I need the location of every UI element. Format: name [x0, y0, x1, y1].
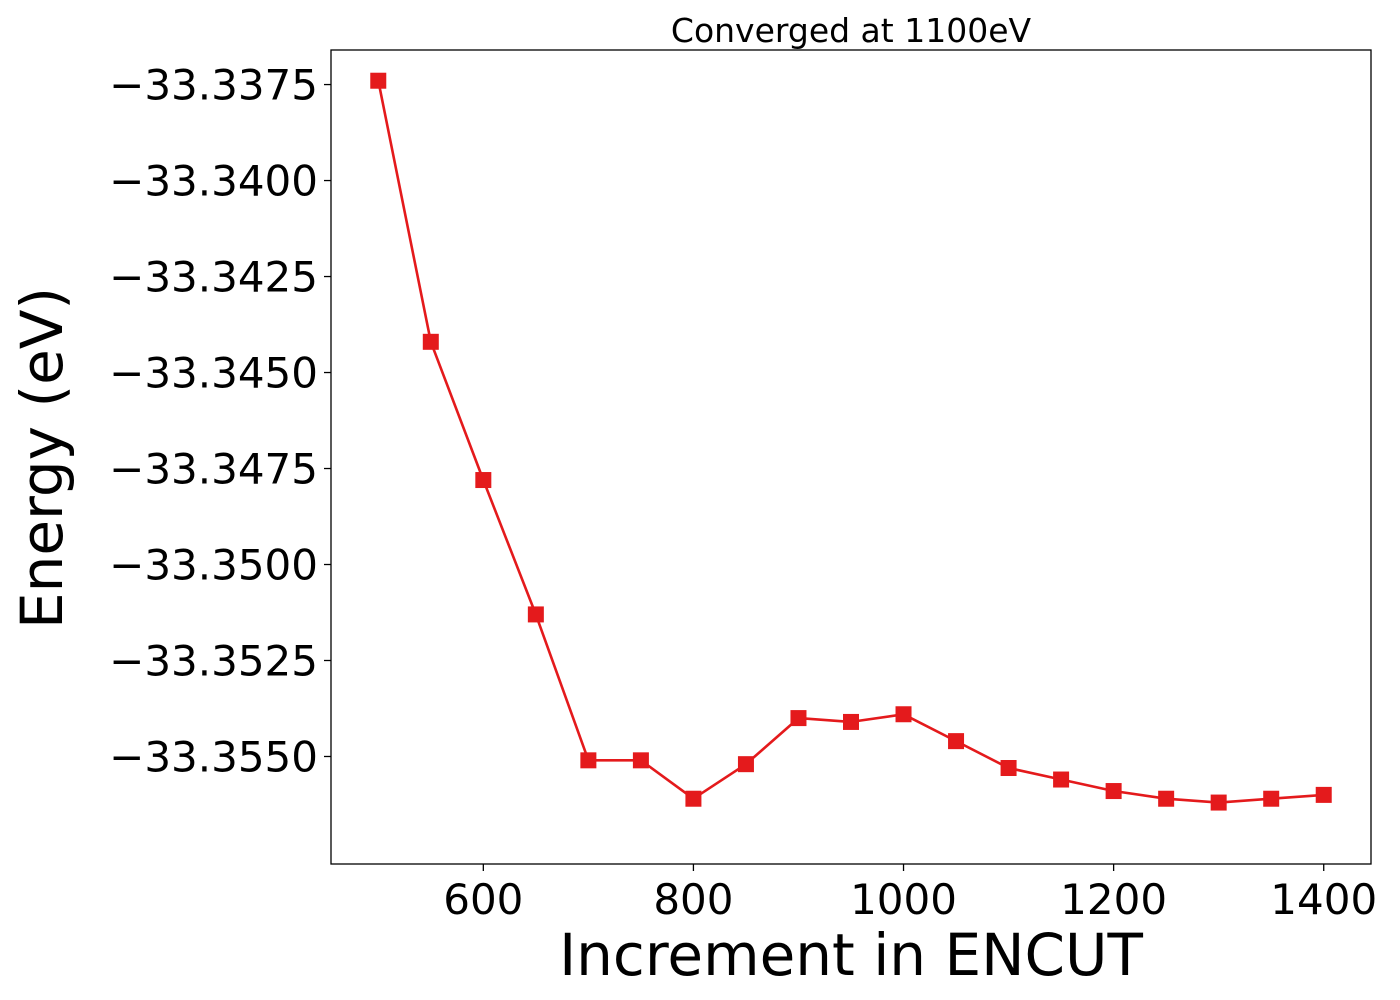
x-tick-label: 800: [653, 875, 733, 924]
y-tick-label: −33.3500: [109, 541, 318, 590]
data-point: [370, 72, 387, 89]
y-axis-label: Energy (eV): [8, 287, 76, 629]
data-point: [685, 790, 702, 807]
data-point: [948, 733, 965, 750]
x-axis-label: Increment in ENCUT: [559, 921, 1143, 989]
x-tick-label: 1000: [850, 875, 957, 924]
data-point: [1210, 794, 1227, 811]
data-point: [895, 706, 912, 723]
x-tick-label: 1400: [1270, 875, 1377, 924]
data-point: [475, 472, 492, 489]
series-line: [377, 80, 1324, 804]
data-point: [1105, 783, 1122, 800]
data-point: [1158, 790, 1175, 807]
y-tick-label: −33.3450: [109, 349, 318, 398]
data-point: [1263, 790, 1280, 807]
data-point: [632, 752, 649, 769]
data-point: [790, 710, 807, 727]
plot-frame: [330, 49, 1372, 865]
data-point: [1000, 760, 1017, 777]
y-tick-label: −33.3550: [109, 732, 318, 781]
plot-area: 600 800 1000 1200 1400 −33.3375 −33.3400 −33.34…: [109, 49, 1377, 924]
chart-title: Converged at 1100eV: [671, 11, 1032, 50]
data-point: [527, 606, 544, 623]
y-tick-label: −33.3375: [109, 61, 318, 110]
y-tick-label: −33.3425: [109, 253, 318, 302]
x-tick-label: 1200: [1060, 875, 1167, 924]
data-point: [1053, 771, 1070, 788]
data-point: [422, 333, 439, 350]
data-point: [843, 713, 859, 730]
x-tick-label: 600: [443, 875, 523, 924]
data-point: [1315, 786, 1332, 803]
data-point: [737, 756, 754, 773]
data-point: [580, 752, 597, 769]
y-tick-label: −33.3400: [109, 157, 318, 206]
y-tick-label: −33.3475: [109, 445, 318, 494]
y-tick-label: −33.3525: [109, 637, 318, 686]
